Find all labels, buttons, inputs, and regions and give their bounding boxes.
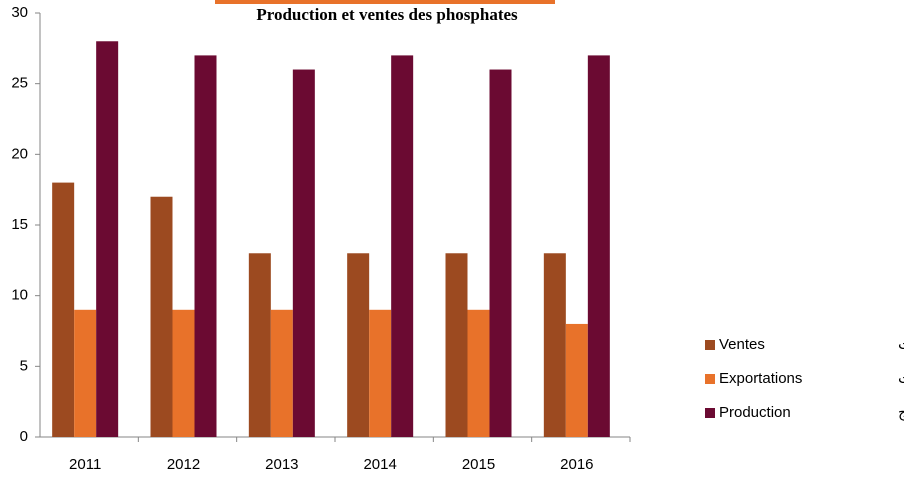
- bar: [369, 309, 392, 437]
- bar: [248, 253, 271, 437]
- bar: [52, 182, 75, 437]
- legend-label: Exportations: [719, 370, 802, 387]
- bar: [347, 253, 370, 437]
- legend-swatch: [705, 340, 715, 350]
- bar: [74, 309, 97, 437]
- bar: [489, 69, 512, 438]
- bar: [445, 253, 468, 437]
- legend-label: Production: [719, 404, 791, 421]
- bar: [270, 309, 293, 437]
- y-tick-label: 10: [11, 287, 28, 304]
- bar: [543, 253, 566, 437]
- bar: [565, 323, 588, 437]
- y-tick-label: 20: [11, 145, 28, 162]
- legend-label: Ventes: [719, 336, 765, 353]
- x-tick-label: 2016: [560, 456, 593, 473]
- bar: [96, 41, 119, 438]
- y-tick-label: 5: [20, 357, 28, 374]
- bar: [150, 196, 173, 437]
- x-tick-label: 2014: [363, 456, 396, 473]
- chart-title: Production et ventes des phosphates: [256, 5, 518, 24]
- bar: [172, 309, 195, 437]
- bar: [467, 309, 490, 437]
- bar: [292, 69, 315, 438]
- x-tick-label: 2015: [462, 456, 495, 473]
- legend-label-ar: الصادرات: [898, 370, 904, 387]
- title-accent: [215, 0, 555, 4]
- y-tick-label: 25: [11, 75, 28, 92]
- legend-swatch: [705, 408, 715, 418]
- bar: [587, 55, 610, 438]
- legend-swatch: [705, 374, 715, 384]
- bar: [391, 55, 414, 438]
- bar: [194, 55, 217, 438]
- x-tick-label: 2013: [265, 456, 298, 473]
- x-tick-label: 2012: [167, 456, 200, 473]
- legend-label-ar: المبيعات: [898, 336, 904, 353]
- x-tick-label: 2011: [69, 456, 101, 473]
- y-tick-label: 30: [11, 4, 28, 21]
- legend-label-ar: الإنتاج: [898, 404, 904, 422]
- y-tick-label: 0: [20, 428, 28, 445]
- y-tick-label: 15: [11, 216, 28, 233]
